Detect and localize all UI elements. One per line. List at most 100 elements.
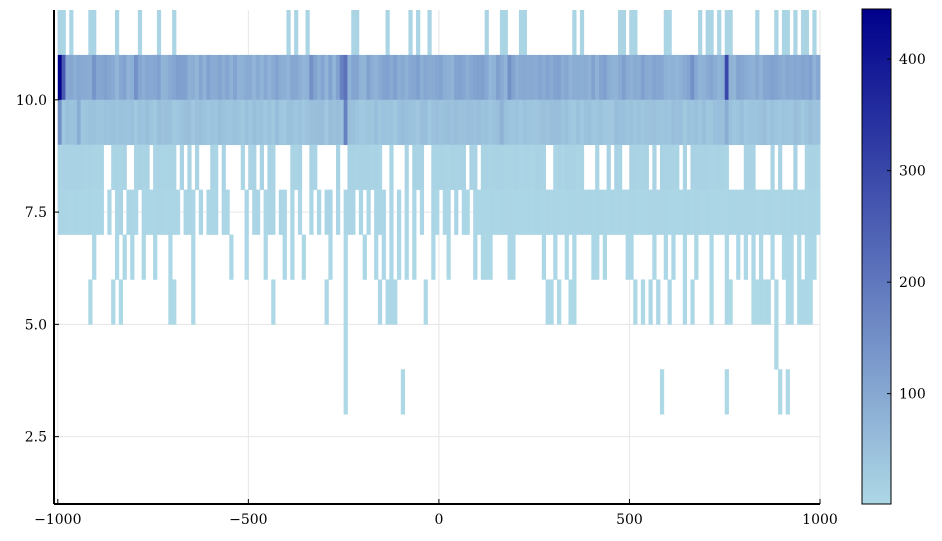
heatmap-cell [221, 144, 226, 190]
heatmap-cell [149, 189, 154, 235]
heatmap-cell [705, 144, 710, 190]
heatmap-cell [694, 234, 699, 280]
heatmap-cell [553, 234, 558, 280]
heatmap-cell [183, 54, 188, 101]
heatmap-cell [736, 99, 741, 146]
heatmap-cell [690, 189, 695, 235]
heatmap-cell [377, 99, 383, 146]
heatmap-cell [633, 10, 638, 56]
heatmap-cell [419, 99, 425, 146]
heatmap-cell [267, 144, 272, 190]
heatmap-cell [564, 189, 569, 235]
heatmap-cell [785, 99, 790, 146]
heatmap-cell [797, 279, 802, 325]
heatmap-cell [518, 10, 524, 56]
heatmap-cell [122, 54, 127, 101]
heatmap-cell [785, 54, 790, 101]
heatmap-cell [797, 54, 802, 101]
heatmap-cell [450, 144, 455, 190]
heatmap-cell [366, 189, 371, 235]
heatmap-cell [164, 144, 169, 190]
heatmap-cell [286, 99, 291, 146]
heatmap-cell [198, 189, 204, 235]
heatmap-cell [804, 54, 809, 101]
heatmap-cell [507, 234, 512, 280]
heatmap-cell [564, 144, 569, 190]
heatmap-cell [461, 144, 466, 190]
heatmap-cell [65, 189, 70, 235]
heatmap-cell [137, 10, 143, 56]
heatmap-cell [717, 99, 722, 146]
heatmap-cell [781, 54, 787, 101]
heatmap-cell [621, 54, 627, 101]
heatmap-cell [195, 99, 200, 146]
heatmap-cell [84, 99, 89, 146]
heatmap-cell [351, 99, 356, 146]
heatmap-cell [419, 54, 425, 101]
heatmap-cell [759, 189, 764, 235]
heatmap-cell [515, 144, 520, 190]
heatmap-cell [332, 54, 337, 101]
heatmap-cell [644, 189, 649, 235]
heatmap-cell [728, 54, 733, 101]
heatmap-cell [187, 144, 192, 190]
heatmap-cell [667, 144, 672, 190]
heatmap-cell [309, 99, 314, 146]
heatmap-cell [728, 189, 733, 235]
heatmap-cell [503, 54, 508, 101]
heatmap-cell [518, 99, 524, 146]
heatmap-cell [248, 99, 253, 146]
heatmap-cell [457, 144, 463, 190]
heatmap-cell [168, 99, 173, 146]
heatmap-cell [294, 10, 299, 56]
heatmap-cell [473, 54, 478, 101]
heatmap-cell [80, 144, 85, 190]
heatmap-cell [450, 99, 455, 146]
heatmap-cell [564, 99, 569, 146]
heatmap-cell [778, 144, 783, 190]
heatmap-cell [659, 369, 665, 415]
heatmap-cell [210, 54, 215, 101]
heatmap-cell [187, 54, 192, 101]
heatmap-cell [553, 189, 558, 235]
heatmap-cell [572, 10, 577, 56]
heatmap-cell [480, 144, 486, 190]
heatmap-cell [751, 234, 756, 280]
heatmap-cell [263, 54, 268, 101]
heatmap-cell [271, 99, 276, 146]
heatmap-cell [484, 54, 489, 101]
heatmap-cell [671, 234, 676, 280]
heatmap-cell [816, 99, 821, 146]
heatmap-cell [381, 234, 386, 280]
heatmap-cell [724, 369, 729, 415]
heatmap-cell [396, 189, 402, 235]
heatmap-cell [191, 99, 196, 146]
heatmap-cell [781, 234, 787, 280]
colorbar-gradient [861, 8, 892, 505]
heatmap-cell [724, 99, 729, 146]
heatmap-cell [156, 10, 162, 56]
heatmap-cell [454, 144, 459, 190]
heatmap-cell [557, 144, 562, 190]
heatmap-cell [728, 279, 733, 325]
heatmap-cell [80, 189, 85, 235]
heatmap-cell [122, 144, 127, 190]
colorbar-tick-label: 100 [899, 387, 926, 403]
heatmap-cell [602, 54, 607, 101]
heatmap-cell [343, 279, 348, 325]
heatmap-cell [130, 189, 135, 235]
heatmap-cell [374, 189, 379, 235]
x-tick-label: 0 [434, 512, 443, 528]
heatmap-cell [412, 189, 417, 235]
heatmap-cell [530, 144, 535, 190]
heatmap-cell [278, 54, 284, 101]
heatmap-cell [313, 99, 318, 146]
heatmap-cell [195, 144, 200, 190]
heatmap-cell [766, 279, 771, 325]
heatmap-cell [671, 189, 676, 235]
heatmap-cell [800, 189, 806, 235]
heatmap-cell [488, 99, 493, 146]
heatmap-cell [469, 144, 474, 190]
heatmap-cell [385, 279, 390, 325]
heatmap-cell [316, 54, 322, 101]
